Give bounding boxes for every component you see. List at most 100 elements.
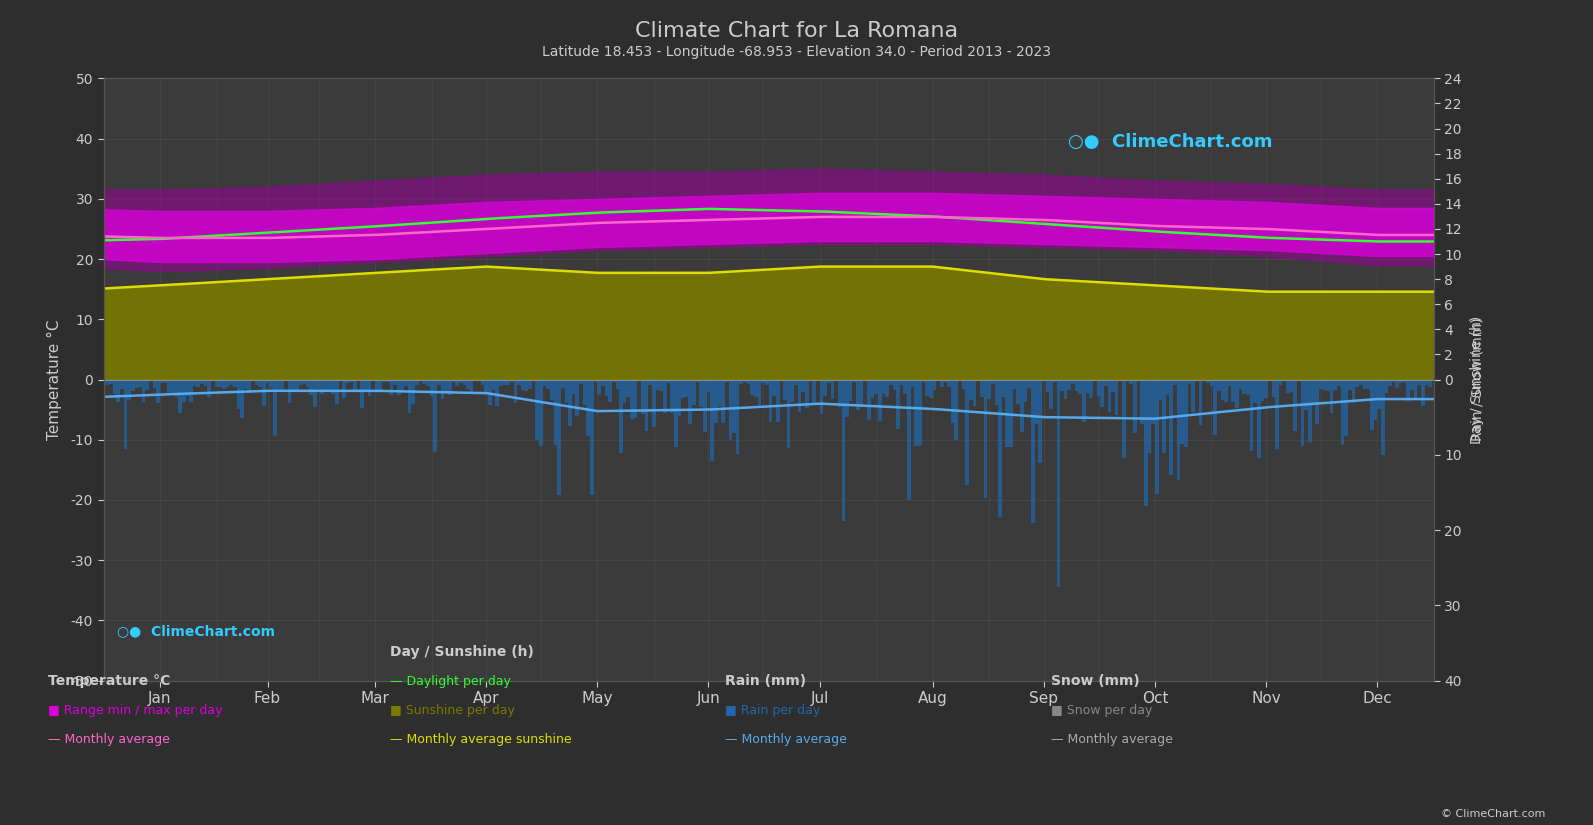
Bar bbox=[236, 380, 241, 409]
Bar bbox=[881, 380, 886, 394]
Bar bbox=[637, 380, 640, 381]
Bar bbox=[1311, 380, 1316, 404]
Bar bbox=[277, 380, 280, 389]
Bar bbox=[374, 380, 379, 391]
Bar bbox=[688, 380, 691, 425]
Bar bbox=[476, 380, 481, 381]
Bar bbox=[1384, 380, 1388, 393]
Bar bbox=[943, 380, 948, 382]
Bar bbox=[1070, 380, 1075, 384]
Bar bbox=[605, 380, 609, 396]
Bar bbox=[1206, 380, 1209, 383]
Bar bbox=[241, 380, 244, 418]
Bar bbox=[436, 380, 441, 385]
Bar bbox=[1031, 380, 1035, 523]
Text: ■ Range min / max per day: ■ Range min / max per day bbox=[48, 704, 223, 717]
Bar bbox=[1024, 380, 1027, 402]
Bar bbox=[846, 380, 849, 417]
Text: ■ Rain per day: ■ Rain per day bbox=[725, 704, 820, 717]
Bar bbox=[441, 380, 444, 399]
Bar bbox=[405, 380, 408, 386]
Bar bbox=[623, 380, 626, 403]
Bar bbox=[1147, 380, 1152, 453]
Bar bbox=[1228, 380, 1231, 386]
Text: ○●  ClimeChart.com: ○● ClimeChart.com bbox=[116, 625, 276, 639]
Bar bbox=[1045, 380, 1050, 393]
Bar bbox=[102, 380, 105, 400]
Bar bbox=[292, 380, 295, 392]
Bar bbox=[1166, 380, 1169, 395]
Bar bbox=[1290, 380, 1294, 392]
Bar bbox=[284, 380, 288, 381]
Bar bbox=[1265, 380, 1268, 398]
Bar bbox=[761, 380, 765, 383]
Bar bbox=[193, 380, 196, 386]
Bar bbox=[601, 380, 605, 386]
Bar bbox=[929, 380, 932, 398]
Bar bbox=[1107, 380, 1112, 412]
Bar bbox=[116, 380, 119, 402]
Bar bbox=[561, 380, 564, 388]
Bar bbox=[1319, 380, 1322, 389]
Bar bbox=[153, 380, 156, 389]
Bar bbox=[820, 380, 824, 414]
Bar bbox=[663, 380, 666, 413]
Bar bbox=[889, 380, 892, 384]
Bar bbox=[733, 380, 736, 433]
Bar bbox=[645, 380, 648, 431]
Bar bbox=[801, 380, 804, 392]
Bar bbox=[503, 380, 507, 384]
Bar bbox=[1373, 380, 1378, 421]
Bar bbox=[634, 380, 637, 417]
Bar bbox=[108, 380, 113, 384]
Bar bbox=[722, 380, 725, 422]
Bar bbox=[1388, 380, 1392, 386]
Bar bbox=[314, 380, 317, 408]
Bar bbox=[860, 380, 863, 407]
Bar bbox=[139, 380, 142, 387]
Bar bbox=[652, 380, 656, 427]
Bar bbox=[750, 380, 753, 395]
Bar bbox=[1392, 380, 1395, 383]
Text: Latitude 18.453 - Longitude -68.953 - Elevation 34.0 - Period 2013 - 2023: Latitude 18.453 - Longitude -68.953 - El… bbox=[542, 45, 1051, 59]
Bar bbox=[416, 380, 419, 385]
Bar bbox=[648, 380, 652, 384]
Bar bbox=[430, 380, 433, 396]
Bar bbox=[589, 380, 594, 495]
Bar bbox=[1413, 380, 1418, 399]
Bar bbox=[1220, 380, 1223, 400]
Bar bbox=[331, 380, 335, 394]
Bar bbox=[640, 380, 645, 414]
Bar bbox=[1121, 380, 1126, 458]
Text: ■ Sunshine per day: ■ Sunshine per day bbox=[390, 704, 515, 717]
Bar bbox=[852, 380, 855, 382]
Bar bbox=[666, 380, 671, 383]
Text: ■ Snow per day: ■ Snow per day bbox=[1051, 704, 1153, 717]
Bar bbox=[134, 380, 139, 389]
Text: ○●  ClimeChart.com: ○● ClimeChart.com bbox=[1067, 133, 1273, 151]
Bar bbox=[119, 380, 124, 389]
Bar bbox=[1300, 380, 1305, 446]
Bar bbox=[159, 380, 164, 383]
Bar bbox=[1169, 380, 1172, 474]
Bar bbox=[433, 380, 436, 452]
Y-axis label: Day / Sunshine (h): Day / Sunshine (h) bbox=[1470, 315, 1485, 444]
Bar bbox=[349, 380, 354, 382]
Text: Day / Sunshine (h): Day / Sunshine (h) bbox=[390, 645, 534, 659]
Bar bbox=[252, 380, 255, 381]
Bar bbox=[335, 380, 339, 403]
Bar bbox=[263, 380, 266, 407]
Bar bbox=[1002, 380, 1005, 397]
Bar bbox=[798, 380, 801, 412]
Bar bbox=[1249, 380, 1254, 450]
Bar bbox=[1172, 380, 1177, 385]
Bar bbox=[728, 380, 733, 441]
Bar bbox=[518, 380, 521, 385]
Bar bbox=[247, 380, 252, 393]
Bar bbox=[1163, 380, 1166, 454]
Bar bbox=[411, 380, 416, 403]
Bar bbox=[309, 380, 314, 395]
Bar bbox=[1330, 380, 1333, 412]
Bar bbox=[736, 380, 739, 455]
Bar bbox=[710, 380, 714, 461]
